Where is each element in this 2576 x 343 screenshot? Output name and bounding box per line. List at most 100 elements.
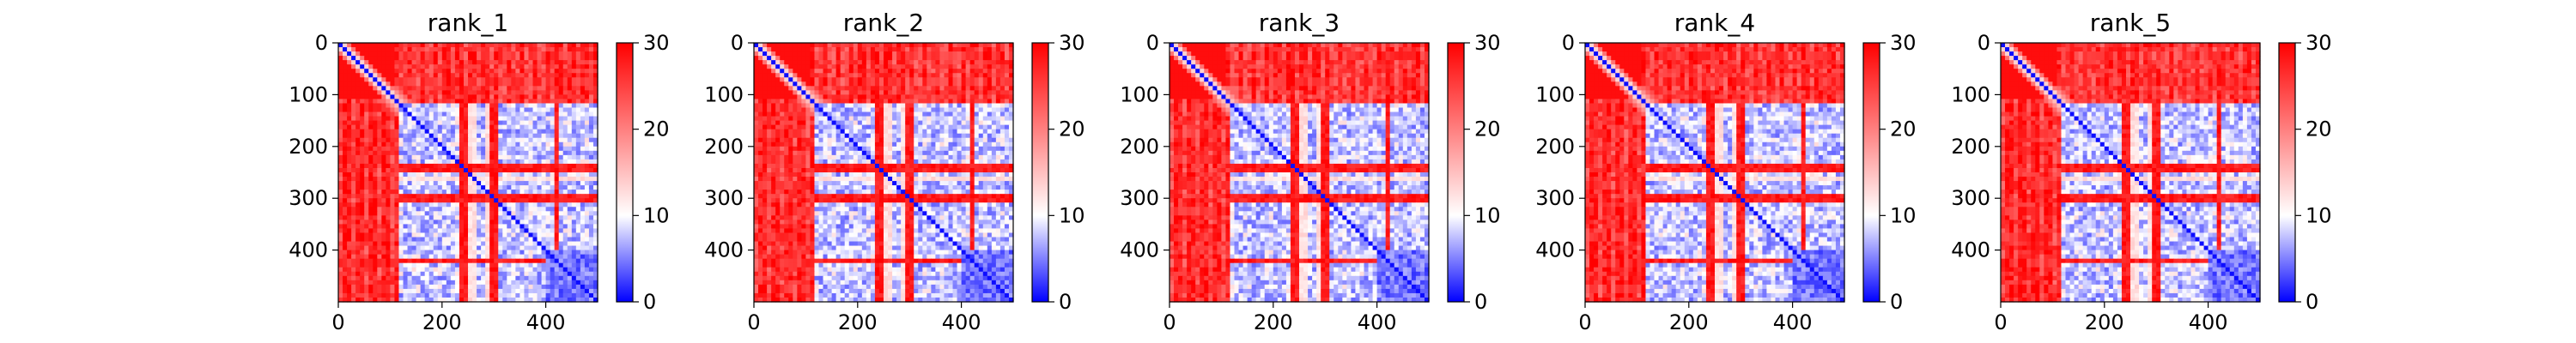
heatmap-cell [502, 90, 507, 95]
heatmap-cell [515, 159, 520, 165]
heatmap-cell [412, 293, 417, 298]
heatmap-cell [502, 185, 507, 190]
heatmap-cell [416, 159, 422, 165]
heatmap-cell [455, 108, 460, 113]
heatmap-cell [472, 77, 477, 82]
heatmap-cell [394, 232, 399, 238]
heatmap-cell [922, 112, 927, 117]
heatmap-cell [425, 263, 430, 268]
heatmap-cell [412, 194, 417, 199]
heatmap-cell [394, 47, 399, 52]
heatmap-cell [515, 77, 520, 82]
heatmap-cell [519, 147, 525, 152]
heatmap-cell [875, 103, 880, 108]
heatmap-cell [849, 129, 854, 135]
heatmap-cell [931, 56, 936, 61]
heatmap-cell [511, 272, 516, 277]
heatmap-cell [472, 190, 477, 195]
heatmap-cell [429, 142, 434, 147]
heatmap-cell [459, 56, 465, 61]
heatmap-cell [1000, 86, 1005, 91]
heatmap-cell [589, 47, 594, 52]
heatmap-cell [559, 289, 564, 294]
heatmap-cell [866, 125, 872, 130]
heatmap-cell [519, 64, 525, 69]
heatmap-cell [879, 125, 884, 130]
heatmap-cell [511, 60, 516, 65]
heatmap-cell [438, 64, 443, 69]
heatmap-cell [442, 215, 447, 220]
heatmap-cell [511, 138, 516, 143]
heatmap-cell [519, 151, 525, 156]
heatmap-cell [576, 293, 581, 298]
heatmap-cell [429, 242, 434, 247]
heatmap-cell [507, 215, 512, 220]
heatmap-cell [511, 177, 516, 182]
heatmap-cell [931, 121, 936, 126]
heatmap-cell [498, 207, 503, 212]
heatmap-cell [485, 280, 490, 286]
heatmap-cell [489, 90, 495, 95]
heatmap-cell [494, 108, 499, 113]
heatmap-cell [455, 280, 460, 286]
heatmap-cell [939, 73, 945, 78]
heatmap-cell [343, 129, 348, 135]
heatmap-cell [914, 77, 919, 82]
heatmap-cell [481, 250, 486, 256]
heatmap-cell [576, 43, 581, 48]
heatmap-cell [814, 69, 819, 74]
heatmap-cell [762, 108, 768, 113]
heatmap-cell [502, 190, 507, 195]
heatmap-cell [866, 138, 872, 143]
heatmap-cell [528, 289, 533, 294]
heatmap-cell [451, 202, 456, 208]
heatmap-cell [918, 94, 923, 99]
heatmap-cell [542, 259, 547, 264]
heatmap-cell [528, 272, 533, 277]
heatmap-cell [555, 164, 560, 169]
heatmap-cell [386, 51, 391, 57]
heatmap-cell [866, 108, 872, 113]
heatmap-cell [949, 125, 954, 130]
heatmap-cell [464, 103, 469, 108]
heatmap-cell [390, 117, 395, 122]
heatmap-cell [434, 215, 439, 220]
heatmap-cell [762, 125, 768, 130]
heatmap-cell [970, 117, 975, 122]
heatmap-cell [528, 207, 533, 212]
heatmap-cell [394, 289, 399, 294]
heatmap-cell [416, 151, 422, 156]
heatmap-cell [519, 90, 525, 95]
heatmap-cell [485, 142, 490, 147]
heatmap-cell [555, 177, 560, 182]
heatmap-cell [343, 289, 348, 294]
heatmap-cell [585, 86, 590, 91]
heatmap-cell [416, 211, 422, 216]
heatmap-cell [447, 263, 452, 268]
heatmap-cell [875, 99, 880, 104]
heatmap-cell [394, 280, 399, 286]
heatmap-cell [563, 177, 568, 182]
heatmap-cell [373, 47, 378, 52]
heatmap-cell [572, 112, 577, 117]
heatmap-cell [555, 168, 560, 173]
heatmap-cell [515, 190, 520, 195]
heatmap-cell [784, 94, 789, 99]
heatmap-cell [563, 147, 568, 152]
heatmap-cell [580, 268, 586, 273]
heatmap-cell [515, 228, 520, 233]
heatmap-cell [542, 138, 547, 143]
heatmap-cell [542, 211, 547, 216]
heatmap-cell [909, 117, 914, 122]
heatmap-cell [511, 73, 516, 78]
heatmap-cell [468, 190, 473, 195]
heatmap-cell [550, 56, 556, 61]
heatmap-cell [546, 215, 551, 220]
heatmap-cell [381, 263, 386, 268]
heatmap-cell [511, 285, 516, 290]
heatmap-cell [754, 47, 759, 52]
heatmap-cell [386, 202, 391, 208]
heatmap-cell [347, 103, 352, 108]
heatmap-cell [979, 112, 984, 117]
heatmap-cell [568, 90, 573, 95]
